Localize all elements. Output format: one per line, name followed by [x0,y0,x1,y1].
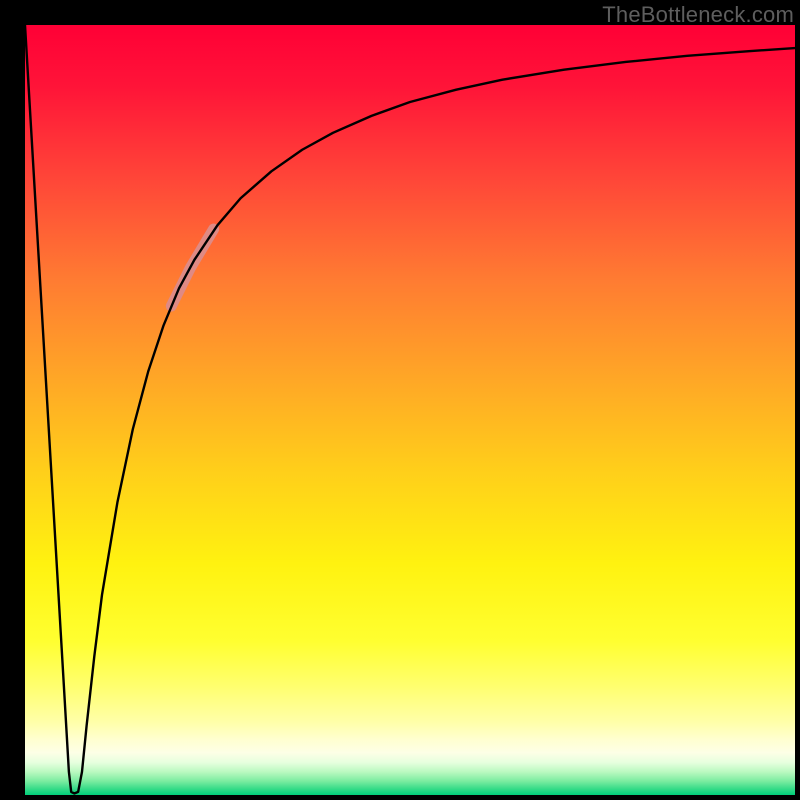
chart-background [25,25,795,795]
watermark-text: TheBottleneck.com [602,2,794,28]
stage: TheBottleneck.com [0,0,800,800]
plot-area [25,25,795,795]
bottleneck-curve-chart [25,25,795,795]
